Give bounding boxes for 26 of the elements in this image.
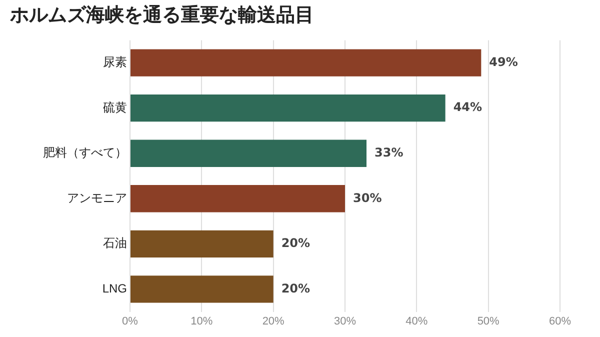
y-tick-label: アンモニア	[67, 190, 127, 205]
y-tick-label: LNG	[102, 281, 127, 296]
x-tick-label: 60%	[548, 315, 572, 328]
x-tick-label: 20%	[262, 315, 285, 328]
bar	[130, 185, 345, 212]
x-tick-label: 40%	[406, 315, 428, 328]
y-tick-label: 尿素	[103, 55, 127, 70]
bar	[130, 49, 482, 76]
bar	[130, 140, 366, 167]
data-label: 30%	[353, 190, 382, 205]
bar	[130, 230, 274, 258]
x-tick-label: 0%	[122, 315, 138, 328]
y-tick-label: 石油	[103, 236, 127, 250]
bar	[130, 276, 274, 303]
y-tick-label: 硫黄	[103, 100, 127, 114]
data-label: 44%	[453, 100, 482, 114]
data-label: 33%	[374, 145, 404, 160]
x-tick-label: 30%	[334, 315, 356, 328]
y-tick-label: 肥料（すべて）	[43, 146, 127, 160]
x-tick-label: 50%	[477, 315, 500, 328]
data-label: 49%	[489, 54, 518, 69]
bar	[130, 94, 446, 122]
data-label: 20%	[281, 236, 310, 250]
chart-title: ホルムズ海峡を通る重要な輸送品目	[9, 3, 315, 28]
data-label: 20%	[281, 281, 310, 296]
x-tick-label: 10%	[190, 315, 213, 328]
